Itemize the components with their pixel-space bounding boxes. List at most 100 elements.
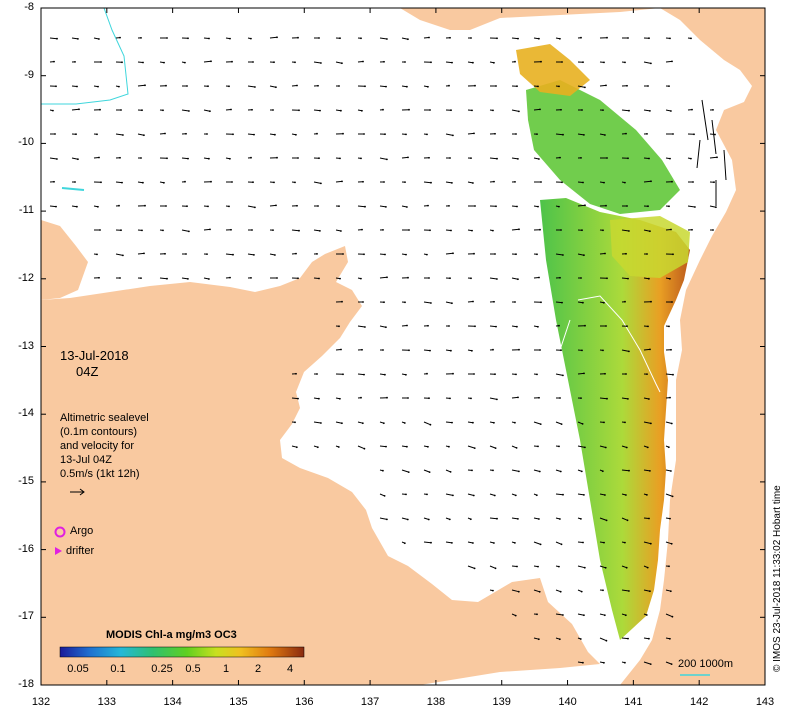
velocity-arrow-head	[539, 349, 541, 351]
velocity-arrow	[665, 661, 672, 665]
velocity-arrow-head	[165, 84, 167, 87]
velocity-arrow-head	[668, 85, 670, 87]
velocity-arrow-head	[295, 133, 297, 136]
velocity-arrow-head	[120, 229, 122, 232]
velocity-arrow-head	[451, 421, 453, 424]
velocity-arrow-head	[339, 397, 341, 400]
velocity-arrow	[577, 493, 584, 496]
velocity-arrow-head	[562, 254, 564, 256]
velocity-arrow	[621, 469, 630, 472]
velocity-arrow	[643, 229, 650, 232]
velocity-arrow-head	[451, 542, 453, 544]
velocity-arrow-head	[143, 252, 145, 255]
velocity-arrow	[577, 85, 585, 88]
drifter-label: drifter	[66, 545, 95, 557]
contour-200m	[41, 8, 129, 105]
velocity-arrow-head	[517, 158, 519, 160]
velocity-arrow-head	[538, 37, 540, 40]
velocity-arrow-head	[250, 277, 252, 279]
velocity-arrow-head	[624, 300, 626, 303]
velocity-arrow-head	[670, 470, 672, 472]
velocity-arrow-head	[275, 204, 277, 207]
velocity-arrow-head	[667, 446, 670, 449]
velocity-arrow	[445, 181, 452, 184]
velocity-arrow	[247, 253, 254, 256]
velocity-arrow-head	[185, 253, 187, 255]
velocity-arrow-head	[473, 447, 476, 449]
velocity-arrow-head	[672, 253, 674, 256]
velocity-arrow-head	[690, 157, 692, 160]
velocity-arrow-head	[56, 158, 58, 160]
velocity-arrow-head	[582, 181, 584, 184]
velocity-arrow-head	[251, 108, 253, 111]
velocity-arrow-head	[517, 37, 519, 40]
velocity-arrow-head	[166, 277, 168, 280]
velocity-arrow	[643, 661, 651, 665]
velocity-arrow-head	[472, 61, 474, 64]
velocity-arrow-head	[53, 60, 55, 63]
velocity-arrow	[379, 517, 387, 520]
velocity-arrow-head	[141, 109, 143, 112]
velocity-arrow-head	[186, 205, 188, 208]
velocity-arrow-head	[337, 446, 340, 448]
velocity-arrow	[445, 133, 453, 136]
velocity-arrow-head	[625, 132, 627, 135]
velocity-arrow-head	[448, 205, 450, 207]
velocity-arrow-head	[252, 61, 254, 63]
velocity-arrow-head	[493, 61, 495, 64]
velocity-arrow	[203, 228, 211, 231]
velocity-arrow	[467, 445, 475, 449]
velocity-arrow-head	[690, 37, 692, 40]
velocity-arrow-head	[53, 180, 55, 183]
longitude-label: 137	[360, 696, 380, 708]
velocity-arrow-head	[671, 60, 673, 63]
velocity-arrow	[137, 84, 146, 87]
velocity-arrow-head	[671, 495, 674, 498]
velocity-arrow-head	[118, 85, 120, 88]
longitude-label: 143	[755, 696, 775, 708]
velocity-arrow-head	[537, 638, 540, 641]
velocity-arrow-head	[295, 252, 297, 255]
velocity-arrow-head	[536, 253, 538, 256]
velocity-arrow-head	[451, 302, 453, 305]
velocity-arrow-head	[99, 108, 101, 111]
velocity-arrow-head	[448, 84, 450, 87]
velocity-arrow-head	[206, 253, 208, 256]
velocity-arrow-head	[648, 277, 650, 280]
velocity-arrow-head	[648, 37, 650, 40]
velocity-arrow-head	[427, 85, 429, 88]
velocity-arrow-head	[451, 182, 453, 184]
velocity-arrow-head	[386, 396, 388, 399]
velocity-arrow-head	[274, 254, 276, 256]
velocity-arrow	[577, 565, 585, 569]
velocity-arrow-strong	[701, 99, 709, 141]
velocity-arrow-head	[426, 133, 428, 136]
velocity-arrow	[203, 109, 210, 112]
velocity-arrow-head	[297, 157, 299, 159]
velocity-arrow-head	[694, 206, 696, 208]
velocity-arrow-head	[272, 109, 274, 111]
velocity-arrow-head	[317, 205, 319, 207]
velocity-arrow	[555, 541, 562, 545]
velocity-arrow-head	[122, 134, 124, 136]
velocity-arrow	[401, 517, 408, 520]
velocity-arrow-head	[625, 494, 627, 496]
velocity-arrow-head	[648, 398, 650, 400]
velocity-arrow	[423, 541, 432, 544]
velocity-arrow-head	[121, 181, 123, 184]
velocity-arrow-head	[383, 60, 385, 63]
velocity-arrow-head	[408, 108, 410, 111]
velocity-arrow-head	[338, 85, 340, 87]
velocity-arrow-head	[535, 494, 538, 497]
colorbar-tick-label: 0.25	[151, 663, 173, 675]
velocity-arrow-head	[97, 205, 99, 208]
velocity-arrow-head	[560, 349, 562, 352]
velocity-arrow-head	[140, 37, 142, 39]
velocity-arrow-head	[470, 277, 472, 280]
velocity-arrow-head	[603, 421, 605, 424]
velocity-arrow-head	[647, 325, 649, 328]
velocity-arrow	[599, 397, 608, 400]
velocity-arrow	[599, 84, 607, 87]
velocity-arrow-head	[228, 205, 230, 208]
